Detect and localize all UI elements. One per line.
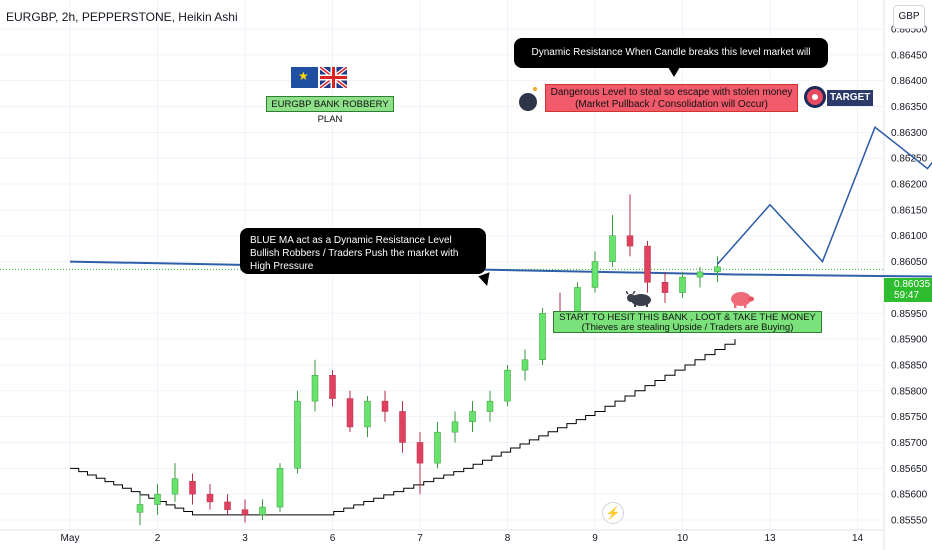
bomb-icon xyxy=(519,87,537,111)
candle-body xyxy=(224,501,231,510)
candle-body xyxy=(679,276,686,293)
projection-path xyxy=(716,125,932,265)
price-tick-label: 0.86350 xyxy=(891,102,928,113)
candle-body xyxy=(259,506,266,516)
blue-ma-line xyxy=(69,260,932,278)
candle-body xyxy=(171,478,179,495)
time-tick-label: 8 xyxy=(505,533,511,544)
candle-body xyxy=(381,400,389,412)
candle-body xyxy=(416,442,424,464)
candle-body xyxy=(696,271,704,278)
candle-body xyxy=(276,468,284,508)
candle-body xyxy=(329,375,336,399)
candle-body xyxy=(644,245,651,283)
price-tick-label: 0.86200 xyxy=(891,180,928,191)
candle-body xyxy=(241,509,249,516)
price-tick-label: 0.85700 xyxy=(891,438,928,449)
candle-body xyxy=(504,369,511,402)
candle-body xyxy=(539,313,546,361)
time-tick-label: 6 xyxy=(330,533,336,544)
price-tick-label: 0.85950 xyxy=(891,309,928,320)
time-tick-label: 7 xyxy=(417,533,423,544)
danger-zone-box: Dangerous Level to steal so escape with … xyxy=(545,84,798,112)
candle-body xyxy=(434,431,441,464)
candle-body xyxy=(136,504,144,513)
price-tick-label: 0.86100 xyxy=(891,231,928,242)
candle-body xyxy=(346,398,354,428)
callout-tail xyxy=(668,67,680,77)
candle-body xyxy=(311,375,319,402)
candle-body xyxy=(189,480,196,495)
ma-callout-line-2: Bullish Robbers / Traders Push the marke… xyxy=(250,248,459,272)
target-icon xyxy=(804,86,826,108)
flash-icon[interactable]: ⚡ xyxy=(602,502,624,524)
time-tick-label: 3 xyxy=(242,533,248,544)
price-tick-label: 0.85800 xyxy=(891,386,928,397)
time-tick-label: 2 xyxy=(155,533,161,544)
candle-body xyxy=(591,261,599,288)
uk-flag-icon xyxy=(320,67,347,88)
ma-callout-line-1: BLUE MA act as a Dynamic Resistance Leve… xyxy=(250,235,452,246)
price-tick-label: 0.86150 xyxy=(891,205,928,216)
candle-body xyxy=(294,400,301,469)
candle-body xyxy=(154,493,161,505)
candle-body xyxy=(661,282,669,293)
danger-line-1: Dangerous Level to steal so escape with … xyxy=(550,87,793,98)
candle-body xyxy=(714,266,721,273)
entry-zone-box: START TO HESIT THIS BANK , LOOT & TAKE T… xyxy=(553,311,822,333)
current-price-countdown: 59:47 xyxy=(894,290,920,301)
time-tick-label: 10 xyxy=(677,533,689,544)
price-tick-label: 0.85550 xyxy=(891,516,928,527)
price-tick-label: 0.85900 xyxy=(891,335,928,346)
price-tick-label: 0.86450 xyxy=(891,50,928,61)
entry-line-2: (Thieves are stealing Upside / Traders a… xyxy=(581,322,794,333)
candle-body xyxy=(609,235,616,262)
time-tick-label: May xyxy=(61,533,80,544)
plan-label: EURGBP BANK ROBBERY PLAN xyxy=(266,96,394,125)
chart-title: EURGBP, 2h, PEPPERSTONE, Heikin Ashi xyxy=(6,10,238,24)
time-tick-label: 14 xyxy=(852,533,864,544)
stair-trailing-line xyxy=(70,339,736,516)
candle-body xyxy=(626,235,634,247)
price-tick-label: 0.85600 xyxy=(891,490,928,501)
price-tick-label: 0.86050 xyxy=(891,257,928,268)
candle-body xyxy=(469,411,476,423)
candle-body xyxy=(486,400,494,412)
target-label: TARGET xyxy=(827,90,874,106)
resistance-callout: Dynamic Resistance When Candle breaks th… xyxy=(514,38,828,88)
bull-icon xyxy=(626,291,651,307)
eu-flag-icon xyxy=(291,67,318,88)
price-tick-label: 0.86300 xyxy=(891,128,928,139)
time-tick-label: 13 xyxy=(764,533,776,544)
price-tick-label: 0.86500 xyxy=(891,25,928,36)
current-price-tag: 0.86035 59:47 xyxy=(884,278,932,302)
candle-body xyxy=(451,421,459,433)
candle-body xyxy=(206,493,214,503)
price-tick-label: 0.86250 xyxy=(891,154,928,165)
danger-line-2: (Market Pullback / Consolidation will Oc… xyxy=(575,99,768,110)
candle-body xyxy=(364,400,371,428)
current-price-value: 0.86035 xyxy=(894,279,931,290)
time-tick-label: 9 xyxy=(592,533,598,544)
price-tick-label: 0.85750 xyxy=(891,412,928,423)
entry-line-1: START TO HESIT THIS BANK , LOOT & TAKE T… xyxy=(559,312,816,323)
price-tick-label: 0.85850 xyxy=(891,360,928,371)
candle-body xyxy=(399,411,406,443)
price-tick-label: 0.86400 xyxy=(891,76,928,87)
pig-icon xyxy=(731,292,754,308)
currency-button[interactable]: GBP xyxy=(893,5,925,29)
price-tick-label: 0.85650 xyxy=(891,464,928,475)
ma-callout: BLUE MA act as a Dynamic Resistance Leve… xyxy=(240,228,486,274)
candle-body xyxy=(521,359,529,371)
